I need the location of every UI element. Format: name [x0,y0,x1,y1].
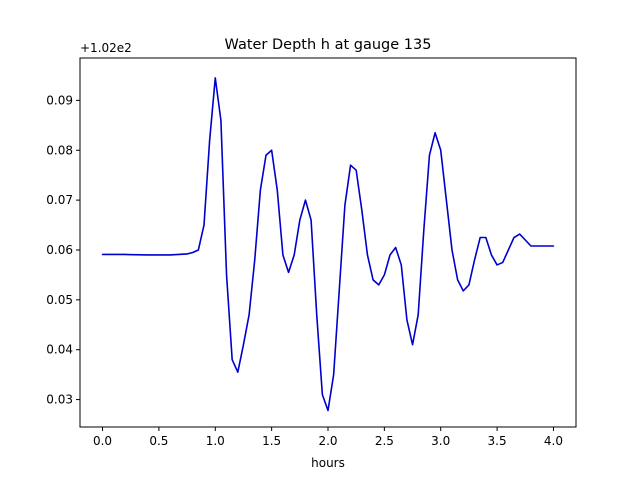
series-line-0 [101,77,555,412]
x-tick-label: 3.5 [488,434,507,448]
y-tick-label: 0.09 [46,93,73,107]
x-tick-label: 0.0 [93,434,112,448]
x-axis: 0.0 0.5 1.0 1.5 2.0 2.5 3.0 3.5 4.0 [93,427,563,448]
x-tick-label: 1.0 [206,434,225,448]
y-tick-label: 0.03 [46,393,73,407]
y-tick-label: 0.04 [46,343,73,357]
y-tick-label: 0.06 [46,243,73,257]
x-tick-label: 0.5 [149,434,168,448]
y-tick-label: 0.05 [46,293,73,307]
y-tick-label: 0.07 [46,193,73,207]
y-axis-offset-text: +1.02e2 [80,41,132,55]
y-axis: 0.03 0.04 0.05 0.06 0.07 0.08 0.09 [46,93,80,407]
chart-title: Water Depth h at gauge 135 [225,37,432,53]
x-tick-label: 1.5 [262,434,281,448]
x-tick-label: 4.0 [544,434,563,448]
x-tick-label: 3.0 [431,434,450,448]
x-tick-label: 2.5 [375,434,394,448]
y-tick-label: 0.08 [46,143,73,157]
x-axis-label: hours [311,456,345,470]
x-tick-label: 2.0 [318,434,337,448]
